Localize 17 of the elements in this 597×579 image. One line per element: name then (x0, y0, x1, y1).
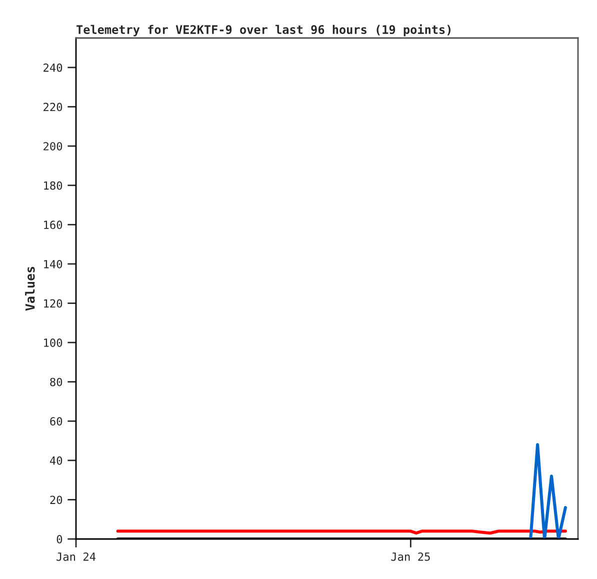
y-tick-label: 140 (44, 260, 62, 268)
y-tick-label: 80 (50, 378, 62, 386)
y-tick-label: 240 (44, 63, 62, 72)
x-tick-label: Jan 25 (391, 552, 430, 561)
y-tick-label: 220 (44, 102, 62, 112)
y-tick-label: 100 (44, 338, 62, 347)
y-tick-label: 160 (44, 220, 62, 230)
y-tick-label: 40 (50, 456, 62, 465)
y-tick-label: 60 (50, 417, 62, 426)
y-tick-label: 0 (56, 535, 62, 544)
y-tick-label: 20 (50, 496, 62, 504)
y-axis-title: Values (25, 266, 35, 311)
chart-title: Telemetry for VE2KTF-9 over last 96 hours (19 points) (76, 24, 450, 36)
x-tick-label: Jan 24 (56, 552, 96, 561)
y-tick-label: 200 (44, 142, 62, 150)
y-tick-label: 120 (44, 299, 62, 308)
y-tick-label: 180 (44, 181, 62, 190)
